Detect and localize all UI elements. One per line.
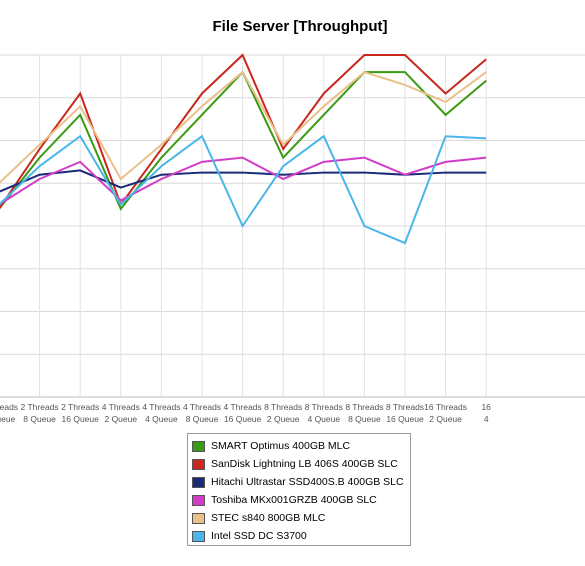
x-tick-label-queue: 16 Queue <box>386 414 424 424</box>
legend-item: STEC s840 800GB MLC <box>192 509 406 527</box>
legend-label: STEC s840 800GB MLC <box>211 512 326 524</box>
x-tick-label-queue: 8 Queue <box>23 414 56 424</box>
x-tick-label-queue: 16 Queue <box>62 414 100 424</box>
series-line <box>0 134 487 245</box>
legend-label: Toshiba MKx001GRZB 400GB SLC <box>211 494 377 506</box>
legend-item: Intel SSD DC S3700 <box>192 527 406 545</box>
x-tick-label-queue: 4 Queue <box>0 414 16 424</box>
x-tick-label-queue: 4 <box>484 414 489 424</box>
x-tick-label-threads: 2 Threads <box>61 402 99 412</box>
x-tick-label-threads: 4 Threads <box>183 402 221 412</box>
legend-label: SMART Optimus 400GB MLC <box>211 440 351 452</box>
legend-swatch <box>192 458 205 470</box>
legend-label: Hitachi Ultrastar SSD400S.B 400GB SLC <box>211 476 404 488</box>
x-tick-label-threads: 8 Threads <box>345 402 383 412</box>
x-tick-label-threads: 16 <box>481 402 491 412</box>
legend-swatch <box>192 494 205 506</box>
x-tick-label-threads: 2 Threads <box>21 402 59 412</box>
x-tick-label-queue: 4 Queue <box>307 414 340 424</box>
x-tick-label-threads: 8 Threads <box>264 402 302 412</box>
x-tick-label-queue: 2 Queue <box>429 414 462 424</box>
legend-item: Hitachi Ultrastar SSD400S.B 400GB SLC <box>192 473 406 491</box>
x-tick-label-queue: 4 Queue <box>145 414 178 424</box>
x-tick-label-threads: 2 Threads <box>0 402 18 412</box>
series-line <box>0 53 487 210</box>
legend-swatch <box>192 512 205 524</box>
plot-area: 2 Threads 4 Queue 2 Threads 8 Queue 2 Thread… <box>0 53 585 424</box>
x-tick-label-threads: 8 Threads <box>305 402 343 412</box>
x-tick-label-threads: 8 Threads <box>386 402 424 412</box>
x-tick-label-queue: 2 Queue <box>267 414 300 424</box>
chart-title: File Server [Throughput] <box>212 18 388 35</box>
legend: SMART Optimus 400GB MLC SanDisk Lightning… <box>187 433 411 546</box>
legend-swatch <box>192 530 205 542</box>
legend-label: SanDisk Lightning LB 406S 400GB SLC <box>211 458 398 470</box>
grid <box>0 54 585 398</box>
x-tick-label-queue: 8 Queue <box>348 414 381 424</box>
series-line <box>0 70 487 184</box>
legend-swatch <box>192 440 205 452</box>
x-tick-label-threads: 4 Threads <box>102 402 140 412</box>
x-tick-label-threads: 4 Threads <box>142 402 180 412</box>
series-lines <box>0 53 487 245</box>
x-tick-label-queue: 16 Queue <box>224 414 262 424</box>
legend-item: Toshiba MKx001GRZB 400GB SLC <box>192 491 406 509</box>
x-tick-labels: 2 Threads 4 Queue 2 Threads 8 Queue 2 Thread… <box>0 402 491 424</box>
legend-swatch <box>192 476 205 488</box>
legend-item: SanDisk Lightning LB 406S 400GB SLC <box>192 455 406 473</box>
series-line <box>0 156 487 206</box>
x-tick-label-threads: 16 Threads <box>424 402 467 412</box>
x-tick-label-threads: 4 Threads <box>224 402 262 412</box>
legend-label: Intel SSD DC S3700 <box>211 530 307 542</box>
x-tick-label-queue: 2 Queue <box>104 414 137 424</box>
x-tick-label-queue: 8 Queue <box>186 414 219 424</box>
legend-item: SMART Optimus 400GB MLC <box>192 437 406 455</box>
